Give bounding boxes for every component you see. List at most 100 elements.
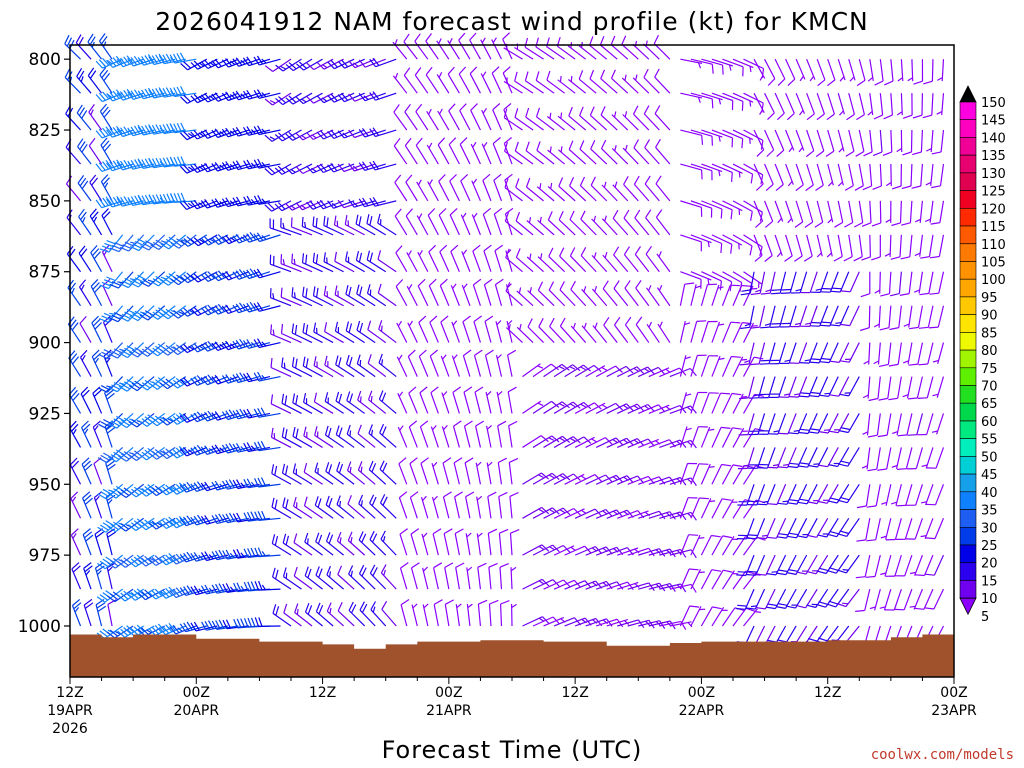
barb-staff [335, 364, 355, 378]
barb-feather [856, 505, 867, 509]
barb-feather [594, 322, 598, 329]
barb-feather [648, 285, 652, 291]
barb-staff [535, 79, 555, 94]
wind-barb [99, 271, 124, 290]
barb-feather [107, 531, 116, 538]
barb-feather [103, 452, 112, 459]
barb-feather [829, 394, 839, 397]
barb-feather [819, 361, 830, 364]
barb-staff [292, 472, 313, 485]
barb-staff [610, 44, 629, 60]
barb-staff [537, 219, 555, 236]
barb-feather [218, 549, 225, 559]
barb-feather [190, 483, 197, 492]
barb-staff [611, 114, 629, 131]
barb-feather [863, 360, 870, 365]
barb-feather [634, 583, 640, 588]
barb-staff [537, 256, 555, 273]
barb-staff [532, 579, 554, 590]
barb-feather [842, 569, 849, 571]
barb-feather [173, 240, 182, 247]
wind-barb [828, 413, 850, 434]
barb-staff [143, 92, 165, 100]
barb-feather [101, 351, 111, 357]
wind-barb [292, 463, 313, 485]
barb-staff [312, 129, 334, 141]
barb-feather [173, 276, 182, 284]
barb-feather [414, 67, 422, 76]
wind-barb [527, 287, 544, 307]
barb-feather [113, 348, 123, 354]
wind-barb [794, 200, 804, 228]
barb-staff [472, 250, 481, 272]
wind-barb [596, 618, 624, 628]
barb-staff [621, 43, 639, 60]
barb-feather [221, 411, 229, 420]
barb-feather [240, 552, 246, 558]
barb-staff [635, 287, 650, 307]
barb-staff [888, 271, 892, 294]
barb-staff [66, 183, 81, 202]
wind-barb [358, 531, 376, 556]
barb-feather [720, 243, 723, 254]
barb-staff [394, 215, 408, 236]
barb-feather [168, 516, 177, 525]
barb-feather [338, 427, 343, 437]
barb-staff [303, 401, 323, 414]
barb-feather [529, 253, 532, 260]
barb-feather [180, 309, 188, 317]
barb-feather [349, 466, 352, 473]
wind-barb [109, 305, 134, 323]
barb-feather [69, 457, 78, 466]
wind-barb [497, 457, 507, 485]
barb-feather [78, 245, 86, 254]
barb-staff [313, 261, 334, 273]
wind-barb [334, 251, 355, 273]
barb-feather [422, 566, 429, 572]
barb-staff [449, 214, 460, 236]
wind-barb [602, 280, 618, 307]
barb-feather [327, 61, 335, 70]
barb-feather [137, 159, 144, 169]
barb-feather [264, 204, 273, 212]
wind-barb [833, 234, 843, 262]
barb-feather [337, 565, 343, 575]
wind-barb [777, 484, 797, 505]
barb-staff [428, 251, 439, 272]
wind-barb [874, 59, 884, 86]
barb-staff [627, 547, 649, 556]
barb-feather [383, 569, 386, 576]
barb-staff [669, 583, 692, 590]
barb-feather [834, 221, 844, 228]
barb-staff [753, 163, 764, 185]
barb-feather [808, 431, 819, 434]
barb-staff [818, 342, 829, 364]
barb-feather [282, 497, 286, 507]
wind-barb [98, 412, 124, 430]
barb-feather [162, 486, 171, 494]
barb-feather [316, 62, 325, 70]
barb-staff [407, 322, 418, 343]
barb-feather [240, 482, 246, 488]
barb-feather [648, 321, 653, 328]
wind-barb [94, 562, 105, 590]
barb-feather [825, 150, 835, 157]
wind-barb [800, 305, 818, 327]
barb-feather [476, 495, 483, 501]
wind-barb [304, 566, 323, 590]
barb-feather [615, 365, 623, 373]
wind-barb [690, 426, 708, 448]
barb-staff [302, 200, 323, 211]
barb-feather [80, 248, 88, 257]
barb-feather [200, 94, 209, 103]
barb-feather [290, 205, 296, 210]
barb-feather [141, 418, 151, 425]
wind-barb [444, 599, 454, 627]
barb-feather [765, 606, 776, 610]
barb-feather [106, 385, 113, 388]
wind-barb [315, 566, 334, 590]
barb-feather [741, 284, 752, 287]
barb-feather [69, 319, 77, 328]
barb-feather [179, 345, 188, 354]
barb-feather [473, 278, 482, 286]
